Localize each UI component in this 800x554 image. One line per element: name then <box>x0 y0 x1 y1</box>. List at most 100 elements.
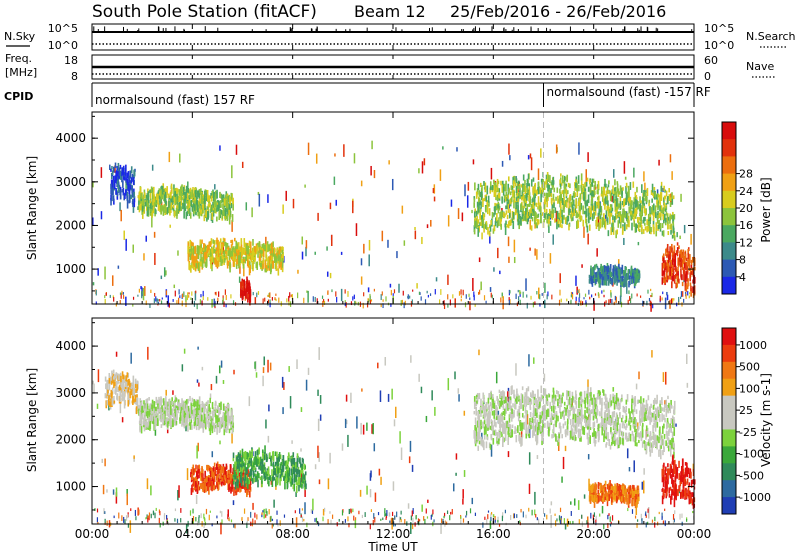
echo-cell <box>648 203 650 207</box>
echo-cell <box>195 401 197 406</box>
echo-cell <box>231 411 233 420</box>
echo-cell <box>663 262 665 268</box>
echo-cell <box>511 197 513 203</box>
near-range-echo <box>382 299 383 302</box>
echo-cell <box>122 189 124 192</box>
scatter-echo <box>462 489 464 498</box>
scatter-echo <box>514 240 516 253</box>
colorbar-swatch <box>722 242 736 260</box>
near-range-echo <box>204 518 205 521</box>
near-range-echo <box>362 515 363 518</box>
scatter-echo <box>431 390 433 400</box>
echo-cell <box>266 265 268 269</box>
echo-cell <box>186 206 188 209</box>
scatter-echo <box>231 165 233 178</box>
near-range-echo <box>336 297 337 303</box>
echo-cell <box>632 182 634 188</box>
scatter-echo <box>216 376 218 384</box>
near-range-echo <box>412 290 413 292</box>
echo-cell <box>566 202 568 208</box>
echo-cell <box>620 211 622 215</box>
near-range-echo <box>270 303 271 308</box>
echo-cell <box>179 197 181 202</box>
echo-cell <box>201 240 203 244</box>
scatter-echo <box>679 236 681 239</box>
scatter-echo <box>686 354 688 364</box>
echo-cell <box>164 205 166 213</box>
echo-cell <box>161 205 163 210</box>
scatter-echo <box>552 234 554 244</box>
near-range-echo <box>347 516 348 521</box>
echo-cell <box>608 190 610 193</box>
echo-cell <box>615 196 617 201</box>
near-range-echo <box>581 515 582 519</box>
scatter-echo <box>177 250 179 255</box>
near-range-echo <box>632 509 633 514</box>
echo-cell <box>517 205 519 212</box>
near-range-echo <box>396 512 397 518</box>
echo-cell <box>277 247 279 251</box>
scatter-echo <box>570 501 572 504</box>
colorbar-swatch <box>722 122 736 140</box>
scatter-echo <box>464 470 466 477</box>
echo-cell <box>640 215 642 221</box>
scatter-echo <box>231 433 233 444</box>
near-range-echo <box>263 298 264 304</box>
echo-cell <box>174 406 176 409</box>
echo-cell <box>597 190 599 194</box>
echo-cell <box>578 185 580 191</box>
echo-cell <box>520 217 522 226</box>
echo-cell <box>510 191 512 195</box>
scatter-echo <box>93 282 95 285</box>
echo-cell <box>216 428 218 435</box>
echo-cell <box>529 190 531 195</box>
echo-cell <box>168 194 170 198</box>
near-range-echo <box>151 514 152 518</box>
echo-cell <box>549 209 551 214</box>
echo-cell <box>192 206 194 212</box>
echo-cell <box>151 415 153 421</box>
near-range-echo <box>123 295 124 299</box>
echo-cell <box>118 186 120 193</box>
scatter-echo <box>540 148 542 157</box>
near-range-echo <box>350 509 351 513</box>
near-range-echo <box>533 302 534 307</box>
near-range-echo <box>230 294 231 298</box>
echo-cell <box>601 187 603 194</box>
echo-cell <box>222 204 224 210</box>
echo-cell <box>628 198 630 202</box>
echo-cell <box>111 166 113 170</box>
scatter-echo <box>354 153 356 163</box>
scatter-echo <box>530 220 532 230</box>
echo-cell <box>612 215 614 220</box>
near-range-echo <box>373 513 374 519</box>
scatter-echo <box>161 276 163 279</box>
echo-cell <box>591 276 593 280</box>
echo-cell <box>630 197 632 201</box>
near-range-echo <box>490 517 491 521</box>
echo-cell <box>674 235 676 240</box>
echo-cell <box>257 247 259 251</box>
scatter-echo <box>638 372 640 380</box>
near-range-echo <box>278 298 279 303</box>
echo-cell <box>154 401 156 409</box>
echo-cell <box>200 254 202 262</box>
near-range-echo <box>646 522 647 527</box>
scatter-echo <box>363 425 365 435</box>
echo-cell <box>122 380 124 383</box>
echo-cell <box>664 214 666 221</box>
echo-cell <box>122 385 124 392</box>
scatter-echo <box>125 297 127 306</box>
near-range-echo <box>231 520 232 523</box>
echo-cell <box>593 214 595 219</box>
echo-cell <box>141 402 143 406</box>
near-range-echo <box>164 513 165 517</box>
echo-cell <box>152 199 154 205</box>
echo-cell <box>240 288 242 295</box>
echo-cell <box>583 197 585 202</box>
scatter-echo <box>242 162 244 168</box>
echo-cell <box>623 208 625 217</box>
near-range-echo <box>329 511 330 514</box>
echo-cell <box>218 422 220 425</box>
scatter-echo <box>268 436 270 443</box>
